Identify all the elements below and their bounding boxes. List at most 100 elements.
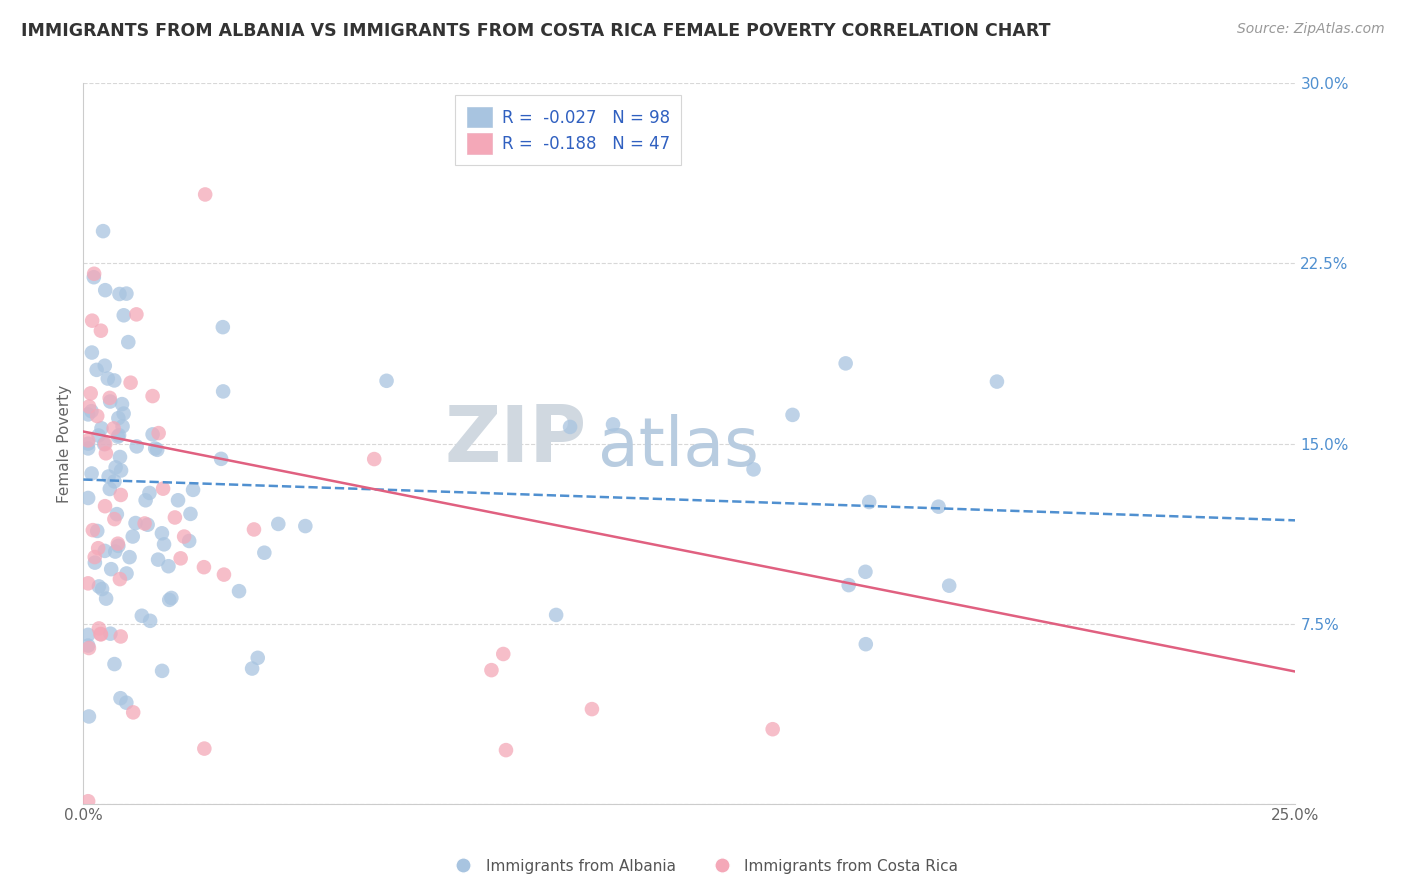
Point bbox=[97, 469, 120, 483]
Point bbox=[120, 376, 142, 390]
Point bbox=[111, 419, 134, 434]
Point bbox=[179, 533, 201, 548]
Point bbox=[94, 544, 117, 558]
Point bbox=[855, 637, 877, 651]
Point bbox=[100, 562, 122, 576]
Point bbox=[94, 359, 117, 373]
Point bbox=[363, 452, 385, 467]
Point bbox=[77, 628, 100, 642]
Point bbox=[80, 404, 103, 418]
Point bbox=[87, 541, 110, 556]
Point bbox=[136, 517, 159, 532]
Point bbox=[110, 630, 132, 644]
Point bbox=[77, 709, 100, 723]
Point bbox=[107, 539, 129, 553]
Point bbox=[927, 500, 949, 514]
Point bbox=[169, 551, 191, 566]
Text: Source: ZipAtlas.com: Source: ZipAtlas.com bbox=[1237, 22, 1385, 37]
Point bbox=[117, 335, 139, 350]
Point bbox=[83, 267, 105, 281]
Point bbox=[762, 722, 785, 736]
Point bbox=[143, 442, 166, 456]
Point bbox=[581, 702, 603, 716]
Point bbox=[107, 537, 129, 551]
Point bbox=[98, 391, 121, 405]
Point bbox=[94, 437, 117, 451]
Point bbox=[104, 460, 127, 475]
Point bbox=[602, 417, 624, 432]
Point bbox=[82, 523, 104, 537]
Point bbox=[77, 491, 100, 505]
Text: IMMIGRANTS FROM ALBANIA VS IMMIGRANTS FROM COSTA RICA FEMALE POVERTY CORRELATION: IMMIGRANTS FROM ALBANIA VS IMMIGRANTS FR… bbox=[21, 22, 1050, 40]
Point bbox=[246, 650, 269, 665]
Point bbox=[138, 486, 160, 500]
Point bbox=[294, 519, 316, 533]
Point bbox=[124, 516, 146, 530]
Point bbox=[558, 420, 581, 434]
Point bbox=[125, 307, 148, 321]
Point bbox=[782, 408, 804, 422]
Point bbox=[742, 462, 765, 476]
Point bbox=[83, 549, 105, 564]
Point bbox=[157, 559, 180, 574]
Point bbox=[228, 584, 250, 599]
Point bbox=[146, 442, 169, 457]
Point bbox=[86, 363, 108, 377]
Point bbox=[77, 576, 100, 591]
Point bbox=[111, 397, 134, 411]
Point bbox=[89, 627, 111, 641]
Point bbox=[87, 579, 110, 593]
Point bbox=[112, 407, 135, 421]
Point bbox=[375, 374, 398, 388]
Point bbox=[148, 426, 170, 441]
Point bbox=[103, 657, 125, 671]
Point bbox=[181, 483, 204, 497]
Point bbox=[86, 524, 108, 538]
Text: atlas: atlas bbox=[599, 414, 759, 480]
Point bbox=[94, 591, 117, 606]
Point bbox=[858, 495, 880, 509]
Point bbox=[193, 560, 215, 574]
Point bbox=[83, 270, 105, 285]
Point bbox=[212, 384, 235, 399]
Point bbox=[110, 488, 132, 502]
Point bbox=[118, 550, 141, 565]
Text: ZIP: ZIP bbox=[444, 402, 586, 478]
Point bbox=[938, 579, 960, 593]
Point bbox=[193, 741, 215, 756]
Point bbox=[110, 691, 132, 706]
Point bbox=[121, 529, 143, 543]
Point bbox=[103, 475, 125, 489]
Point bbox=[194, 187, 217, 202]
Point bbox=[131, 608, 153, 623]
Point bbox=[986, 375, 1008, 389]
Legend: R =  -0.027   N = 98, R =  -0.188   N = 47: R = -0.027 N = 98, R = -0.188 N = 47 bbox=[456, 95, 682, 165]
Point bbox=[834, 356, 856, 370]
Point bbox=[94, 499, 117, 513]
Point bbox=[142, 389, 165, 403]
Point bbox=[90, 627, 112, 641]
Point bbox=[80, 345, 103, 359]
Point bbox=[212, 567, 235, 582]
Point bbox=[77, 640, 100, 655]
Point bbox=[115, 286, 138, 301]
Point bbox=[211, 320, 233, 334]
Point bbox=[125, 439, 148, 453]
Point bbox=[104, 544, 127, 558]
Point bbox=[139, 614, 162, 628]
Point bbox=[77, 436, 100, 450]
Point bbox=[112, 308, 135, 322]
Point bbox=[77, 442, 100, 456]
Point bbox=[243, 523, 266, 537]
Point bbox=[134, 516, 156, 531]
Point bbox=[103, 512, 125, 526]
Point bbox=[93, 437, 115, 451]
Point bbox=[100, 626, 122, 640]
Point bbox=[108, 572, 131, 586]
Point bbox=[107, 430, 129, 444]
Point bbox=[110, 463, 132, 477]
Point bbox=[77, 434, 100, 448]
Point bbox=[157, 593, 180, 607]
Point bbox=[267, 516, 290, 531]
Point bbox=[492, 647, 515, 661]
